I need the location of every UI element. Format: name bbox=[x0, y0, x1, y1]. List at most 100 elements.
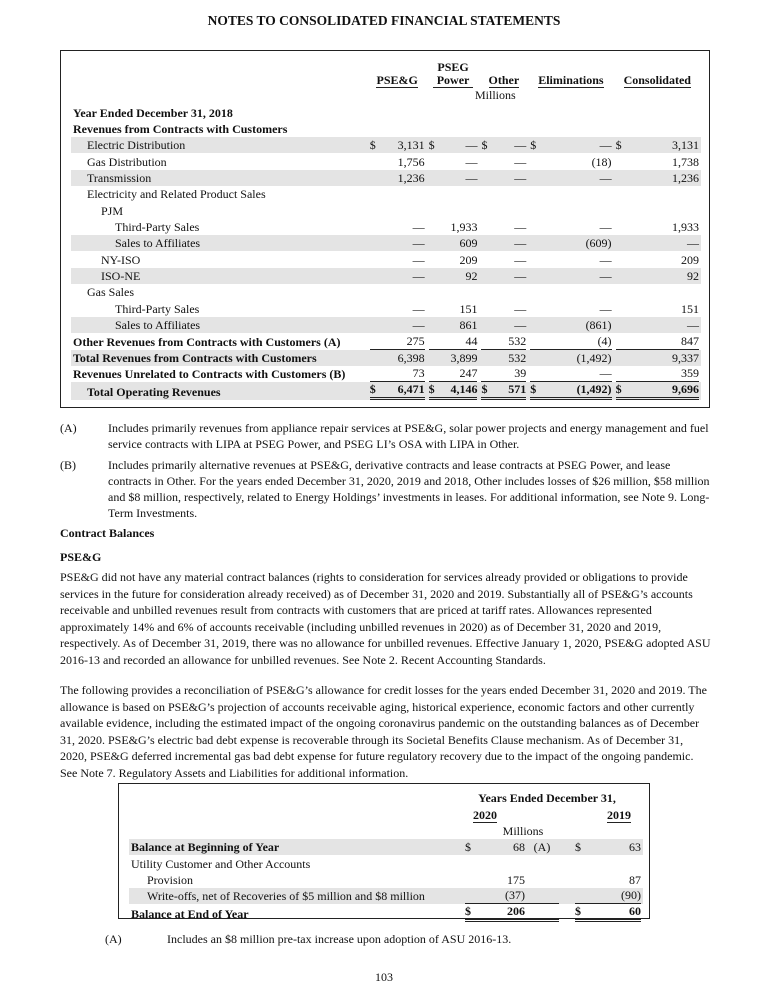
value: 847 bbox=[681, 333, 699, 348]
blank bbox=[129, 790, 451, 806]
table-row: Third-Party Sales — 151 — — 151 bbox=[71, 300, 701, 316]
value-cell: 3,899 bbox=[426, 349, 480, 366]
table-row: Revenues Unrelated to Contracts with Cus… bbox=[71, 366, 701, 383]
row-label: NY-ISO bbox=[101, 252, 141, 267]
value-wrap: 609 bbox=[429, 236, 478, 251]
currency: $ bbox=[530, 138, 537, 153]
value-cell: 151 bbox=[427, 300, 480, 316]
value-wrap: $6,471 bbox=[369, 382, 425, 401]
currency: $ bbox=[575, 840, 581, 855]
value: — bbox=[412, 220, 425, 235]
value-wrap: $3,131 bbox=[370, 138, 425, 153]
value-cell: 847 bbox=[614, 333, 701, 350]
value-text: 87 bbox=[629, 873, 642, 888]
value: — bbox=[514, 220, 527, 235]
value-wrap: 1,738 bbox=[616, 155, 699, 170]
value-wrap: — bbox=[429, 171, 477, 186]
value-cell bbox=[528, 121, 613, 137]
value-text: (37) bbox=[505, 888, 525, 903]
footnote: (A) Includes an $8 million pre-tax increa… bbox=[105, 932, 511, 947]
table-row: Transmission 1,236 — — — 1,236 bbox=[71, 169, 701, 187]
value-wrap: (861) bbox=[530, 318, 612, 333]
column-header-text: Eliminations bbox=[538, 73, 604, 88]
value: — bbox=[514, 154, 527, 169]
paragraph: PSE&G did not have any material contract… bbox=[60, 570, 711, 667]
value-cell bbox=[614, 121, 701, 137]
group-header: Years Ended December 31, bbox=[478, 791, 616, 806]
table-row: Balance at End of Year $206 $60 bbox=[129, 904, 643, 923]
value: (1,492) bbox=[576, 350, 612, 365]
value-cell: 175 bbox=[451, 872, 561, 888]
currency: $ bbox=[428, 138, 435, 153]
value-cell: — bbox=[528, 169, 614, 187]
value-cell: $ (1,492) bbox=[528, 382, 614, 401]
row-label: Third-Party Sales bbox=[115, 220, 200, 235]
header-row: 2020 2019 bbox=[129, 806, 643, 823]
value-wrap: $60 bbox=[575, 904, 642, 923]
currency: $ bbox=[615, 138, 622, 153]
value-cell bbox=[614, 186, 701, 202]
value-wrap: — bbox=[481, 220, 526, 235]
value-text: 175 bbox=[507, 873, 525, 888]
value-cell: — bbox=[613, 316, 701, 334]
value: (1,492) bbox=[576, 382, 612, 397]
value-wrap: — bbox=[481, 155, 526, 170]
value: (4) bbox=[597, 333, 612, 348]
table-row: Electric Distribution $3,131 $ — $ — $ — $3,131 bbox=[71, 137, 701, 154]
value: 609 bbox=[459, 236, 478, 251]
table-row: Year Ended December 31, 2018 bbox=[71, 104, 701, 120]
value-cell: 1,236 bbox=[367, 169, 427, 187]
value: — bbox=[599, 269, 612, 284]
value-wrap: — bbox=[370, 302, 425, 317]
value-wrap: (609) bbox=[530, 236, 612, 251]
value-text: 63 bbox=[629, 840, 642, 855]
value-cell: 39 bbox=[479, 366, 528, 383]
value: — bbox=[599, 171, 612, 186]
value: (609) bbox=[585, 236, 612, 251]
value-wrap: 73 bbox=[369, 366, 425, 383]
value-wrap: $ — bbox=[481, 138, 526, 153]
value-cell bbox=[427, 202, 480, 218]
value: 151 bbox=[681, 301, 699, 316]
units: Millions bbox=[475, 88, 516, 102]
currency: $ bbox=[369, 138, 376, 153]
table-row: Third-Party Sales — 1,933 — — 1,933 bbox=[71, 219, 701, 235]
value-cell: — bbox=[479, 300, 528, 316]
footnote: (A) Includes primarily revenues from appl… bbox=[60, 420, 710, 452]
value-wrap: — bbox=[616, 318, 699, 333]
value: — bbox=[465, 138, 478, 153]
value-cell: — bbox=[479, 235, 529, 252]
value-cell: — bbox=[479, 267, 529, 285]
section-heading: Contract Balances bbox=[60, 526, 155, 540]
value: 87 bbox=[629, 873, 641, 888]
value: — bbox=[514, 269, 527, 284]
column-header-text: 2019 bbox=[607, 807, 632, 823]
value-cell: 6,398 bbox=[367, 349, 427, 366]
value-cell bbox=[451, 855, 561, 871]
header-row: PSE&G PSEG Power Other Eliminations Consolid… bbox=[71, 61, 701, 88]
value: (861) bbox=[585, 318, 612, 333]
row-label: Balance at End of Year bbox=[131, 907, 249, 922]
currency: $ bbox=[530, 382, 537, 397]
column-header: Consolidated bbox=[614, 61, 701, 88]
value-wrap: — bbox=[370, 269, 425, 284]
value-wrap: — bbox=[370, 318, 425, 333]
value-cell bbox=[368, 121, 427, 137]
value: 6,471 bbox=[397, 382, 425, 397]
value-cell: — bbox=[528, 219, 613, 235]
value: 247 bbox=[459, 366, 478, 381]
value-cell: $4,146 bbox=[426, 382, 480, 401]
table-row: PJM bbox=[71, 202, 701, 218]
table-row: Sales to Affiliates — 609 — (609) — bbox=[71, 235, 701, 252]
value: 1,933 bbox=[450, 220, 478, 235]
value-cell: — bbox=[528, 251, 613, 267]
value-cell bbox=[427, 186, 480, 202]
value-wrap: 175 bbox=[465, 873, 559, 888]
value-cell: $60 bbox=[561, 904, 643, 923]
column-header: PSE&G bbox=[368, 61, 427, 88]
allowance-table-box: Years Ended December 31, 2020 2019 Millions… bbox=[118, 783, 650, 923]
currency: $ bbox=[481, 382, 488, 397]
page-title: NOTES TO CONSOLIDATED FINANCIAL STATEMEN… bbox=[207, 13, 561, 28]
value: — bbox=[599, 301, 612, 316]
value-cell: 609 bbox=[426, 235, 480, 252]
